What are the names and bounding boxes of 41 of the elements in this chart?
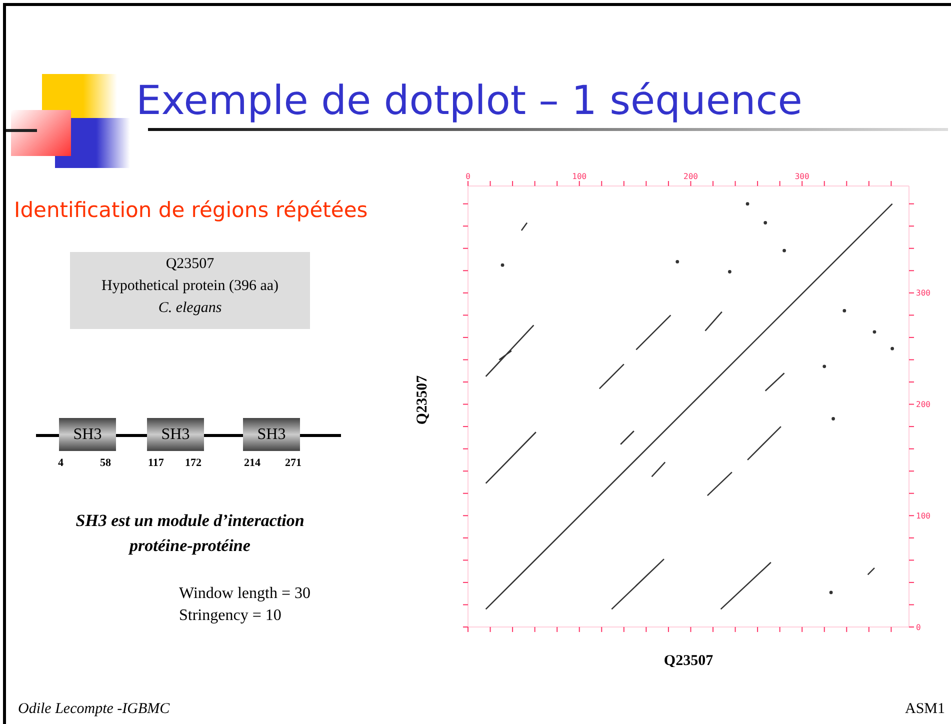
text: 271: [285, 457, 302, 469]
point: [832, 417, 835, 420]
y-tick-label: 100: [916, 511, 931, 520]
point: [829, 590, 833, 594]
x-tick-label: 100: [572, 172, 587, 181]
text: Window length = 30: [179, 585, 310, 603]
text: ASM1: [905, 701, 946, 718]
point: [890, 346, 894, 350]
text: Q23507: [164, 256, 216, 273]
text: 58: [100, 457, 111, 469]
text: SH3: [256, 426, 287, 444]
point: [822, 364, 826, 368]
text: Stringency = 10: [179, 607, 282, 625]
text: SH3 est un module d’interaction: [74, 511, 306, 531]
text: 172: [185, 457, 202, 469]
point: [500, 263, 504, 267]
text: 214: [244, 457, 260, 469]
y-tick-label: 300: [916, 288, 931, 298]
y-axis-title: Q23507: [414, 375, 432, 425]
y-tick-label: 200: [916, 400, 931, 410]
x-tick-label: 0: [466, 172, 471, 181]
x-tick-label: 200: [684, 172, 698, 181]
point: [764, 221, 768, 224]
chart-title: Exemple de dotplot – 1 séquence: [136, 78, 802, 124]
text: C. elegans: [157, 300, 223, 317]
x-tick-label: 300: [794, 172, 810, 181]
point: [728, 270, 732, 274]
text: 4: [58, 457, 64, 469]
point: [842, 309, 846, 312]
text: SH3: [160, 426, 191, 444]
point: [676, 260, 680, 264]
point: [746, 202, 750, 206]
point: [872, 330, 876, 334]
text: Hypothetical protein (396 aa): [100, 278, 280, 295]
text: 117: [148, 457, 164, 469]
y-tick-label: 0: [916, 622, 921, 632]
point: [782, 248, 786, 252]
text: Odile Lecompte -IGBMC: [18, 701, 170, 718]
text: SH3: [72, 426, 103, 444]
text: Identification de régions répétées: [14, 198, 368, 222]
text: protéine-protéine: [127, 536, 252, 556]
